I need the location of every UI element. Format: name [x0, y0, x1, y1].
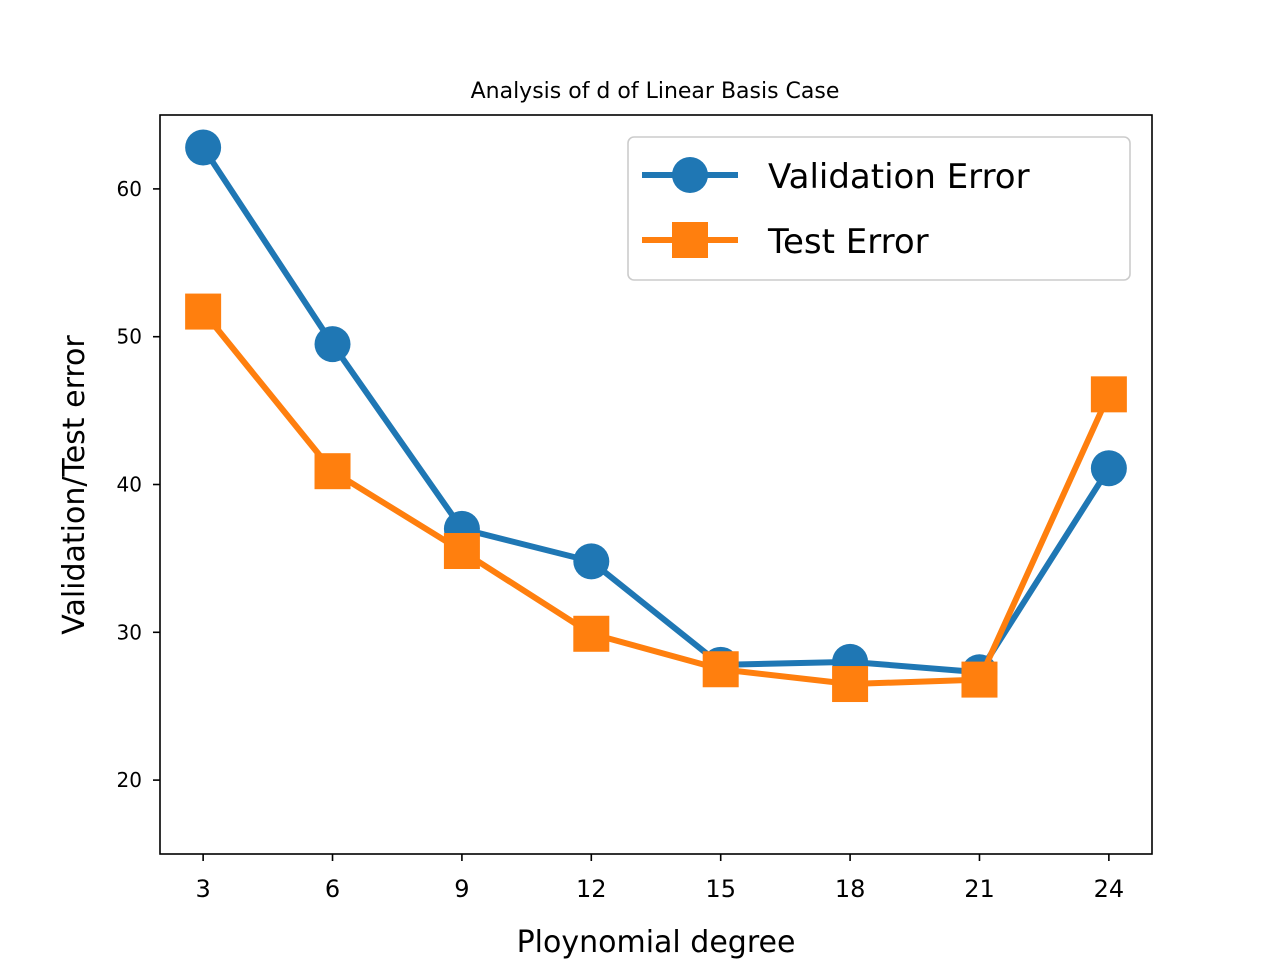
x-axis-label: Ploynomial degree: [517, 925, 796, 960]
data-point: [573, 543, 610, 580]
data-point: [702, 651, 739, 688]
series-line-test-error: [200, 309, 1112, 688]
data-point: [832, 666, 869, 703]
data-point: [961, 661, 998, 698]
series-line-validation-error: [200, 145, 1112, 676]
legend-frame: [627, 136, 1131, 281]
data-point: [185, 293, 222, 330]
x-tick-label: 15: [705, 875, 736, 903]
series-layer: [185, 129, 1127, 703]
y-tick-label: 30: [117, 620, 142, 644]
y-axis-label: Validation/Test error: [57, 335, 92, 635]
legend-entry-test-error: Test Error: [642, 222, 929, 262]
series-test-error: [185, 293, 1127, 703]
data-point: [443, 533, 480, 570]
data-point: [1090, 376, 1127, 413]
y-tick-label: 20: [117, 768, 142, 792]
legend-marker: [672, 157, 708, 193]
y-tick-label: 50: [117, 325, 142, 349]
x-tick-label: 21: [964, 875, 995, 903]
x-tick-label: 12: [576, 875, 607, 903]
y-axis: 20 30 40 50 60: [117, 177, 160, 792]
legend: Validation Error Test Error: [627, 136, 1131, 281]
x-axis: 3 6 9 12 15 18 21 24: [195, 854, 1124, 903]
legend-marker: [672, 222, 708, 258]
x-tick-label: 18: [835, 875, 866, 903]
data-point: [314, 453, 351, 490]
chart-title: Analysis of d of Linear Basis Case: [471, 79, 840, 104]
x-tick-label: 6: [325, 875, 340, 903]
data-point: [1090, 450, 1127, 487]
x-tick-label: 9: [454, 875, 469, 903]
y-tick-label: 60: [117, 177, 142, 201]
x-tick-label: 24: [1094, 875, 1125, 903]
data-point: [314, 326, 351, 363]
legend-label: Validation Error: [768, 157, 1030, 197]
x-tick-label: 3: [195, 875, 210, 903]
y-tick-label: 40: [117, 473, 142, 497]
legend-entry-validation-error: Validation Error: [642, 157, 1030, 197]
data-point: [185, 129, 222, 166]
data-point: [573, 615, 610, 652]
legend-label: Test Error: [767, 222, 929, 262]
